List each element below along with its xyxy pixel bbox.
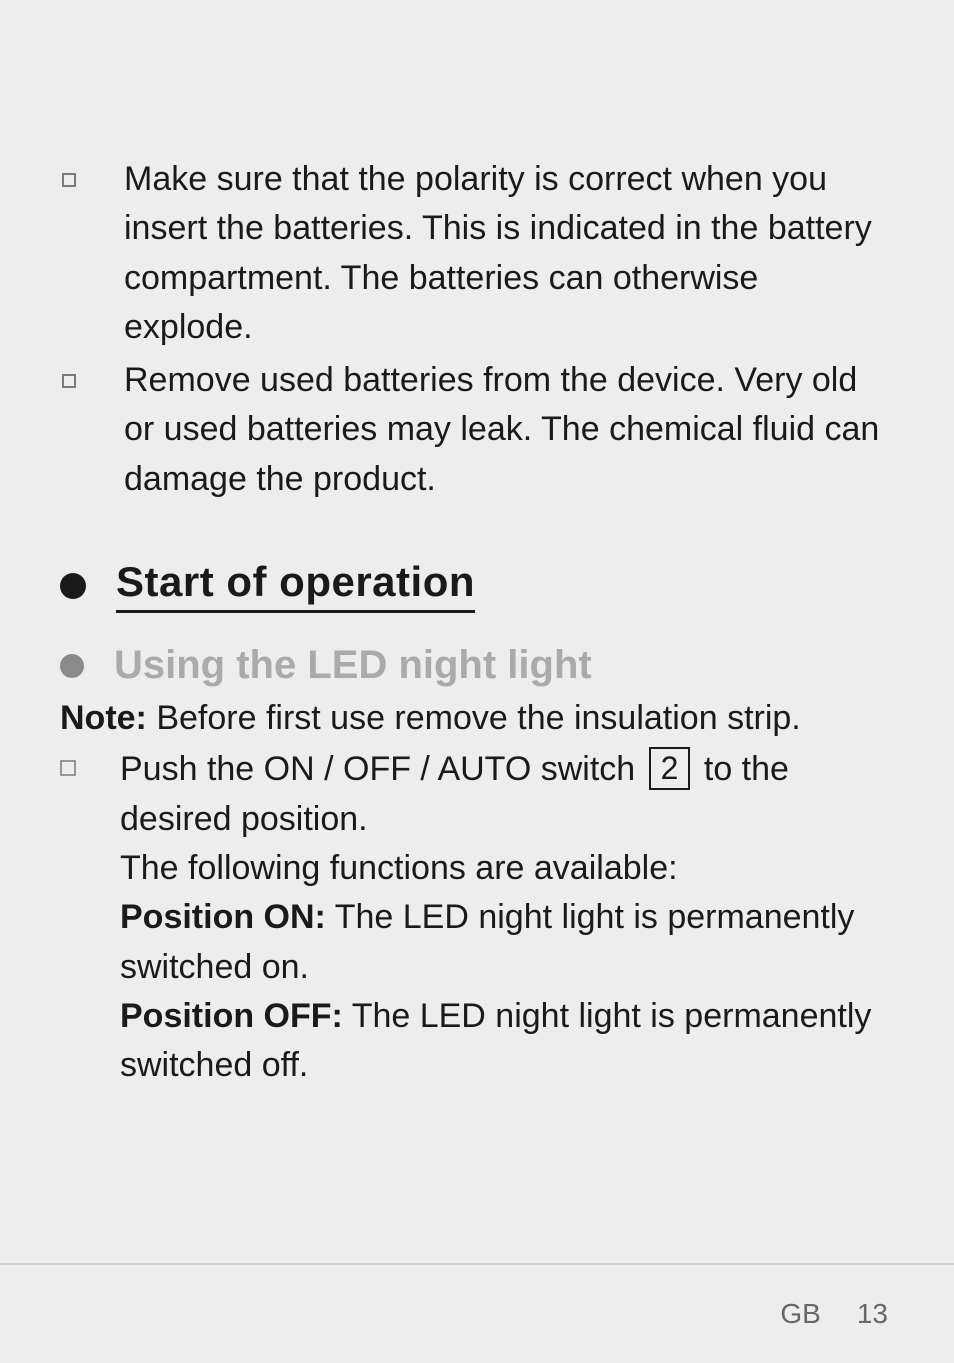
instruction-item: Push the ON / OFF / AUTO switch 2 to the… xyxy=(60,745,894,1090)
bullet-text: Remove used batteries from the device. V… xyxy=(124,356,894,504)
note-label: Note: xyxy=(60,699,147,737)
footer-language: GB xyxy=(780,1298,820,1330)
section-heading: Start of operation xyxy=(60,558,894,613)
note-line: Note: Before first use remove the insula… xyxy=(60,694,894,743)
instr-text: Push the ON / OFF / AUTO switch xyxy=(120,750,645,788)
square-bullet-icon xyxy=(62,173,76,187)
reference-number: 2 xyxy=(649,747,691,789)
subsection-title: Using the LED night light xyxy=(114,643,592,688)
instr-text: The following functions are available: xyxy=(120,849,678,887)
page-footer: GB 13 xyxy=(0,1263,954,1363)
list-item: Remove used batteries from the device. V… xyxy=(60,356,894,504)
instruction-body: Push the ON / OFF / AUTO switch 2 to the… xyxy=(120,745,894,1090)
footer-page-number: 13 xyxy=(857,1298,888,1330)
page-content: Make sure that the polarity is correct w… xyxy=(0,0,954,1090)
arrow-bullet-icon xyxy=(60,760,76,776)
position-off-label: Position OFF: xyxy=(120,997,343,1035)
dot-icon xyxy=(60,654,84,678)
warning-list: Make sure that the polarity is correct w… xyxy=(60,155,894,504)
dot-icon xyxy=(60,573,86,599)
list-item: Make sure that the polarity is correct w… xyxy=(60,155,894,352)
note-text: Before first use remove the insulation s… xyxy=(147,699,801,737)
section-title: Start of operation xyxy=(116,558,475,613)
bullet-text: Make sure that the polarity is correct w… xyxy=(124,155,894,352)
position-on-label: Position ON: xyxy=(120,898,326,936)
square-bullet-icon xyxy=(62,374,76,388)
subsection-heading: Using the LED night light xyxy=(60,643,894,688)
